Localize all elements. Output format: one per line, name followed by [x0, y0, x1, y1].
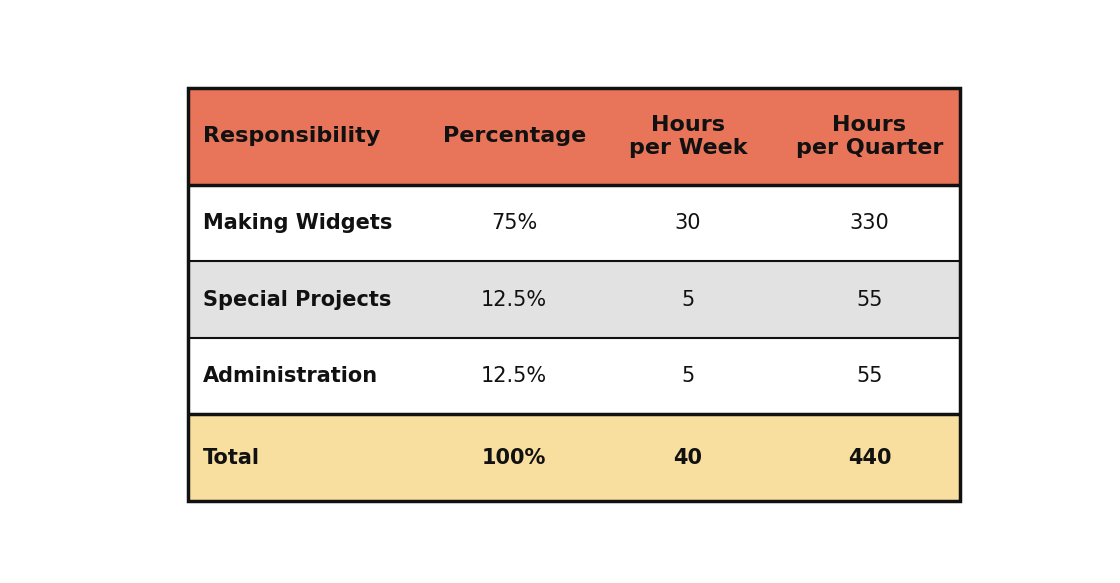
Text: 5: 5	[681, 290, 694, 310]
Text: 55: 55	[856, 290, 883, 310]
Bar	[188, 261, 960, 338]
Text: 440: 440	[848, 448, 892, 468]
Text: 330: 330	[850, 213, 889, 233]
Bar	[188, 88, 960, 185]
Text: Making Widgets: Making Widgets	[204, 213, 393, 233]
Text: Percentage: Percentage	[442, 127, 586, 146]
Text: 5: 5	[681, 366, 694, 386]
Text: 12.5%: 12.5%	[482, 366, 548, 386]
Text: Total: Total	[204, 448, 260, 468]
Text: Hours
per Quarter: Hours per Quarter	[796, 115, 943, 158]
Text: 100%: 100%	[482, 448, 547, 468]
Text: 40: 40	[673, 448, 702, 468]
Text: 75%: 75%	[491, 213, 538, 233]
Bar	[188, 88, 960, 501]
Text: Special Projects: Special Projects	[204, 290, 392, 310]
Text: Responsibility: Responsibility	[204, 127, 381, 146]
Text: 30: 30	[674, 213, 701, 233]
Text: 55: 55	[856, 366, 883, 386]
Text: 12.5%: 12.5%	[482, 290, 548, 310]
Bar	[188, 414, 960, 501]
Text: Administration: Administration	[204, 366, 379, 386]
Bar	[188, 338, 960, 414]
Text: Hours
per Week: Hours per Week	[628, 115, 747, 158]
Bar	[188, 185, 960, 261]
